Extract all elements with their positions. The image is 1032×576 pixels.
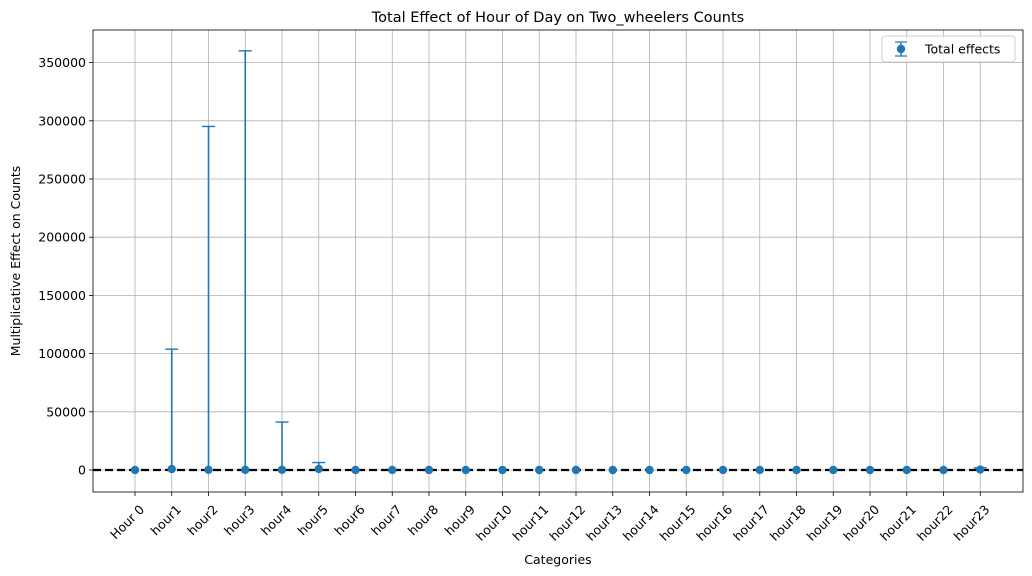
data-point <box>277 465 287 474</box>
x-tick-label: hour14 <box>620 502 662 544</box>
x-tick-label: hour23 <box>950 502 992 544</box>
chart-title: Total Effect of Hour of Day on Two_wheel… <box>371 10 744 26</box>
x-tick-label: hour16 <box>693 502 735 544</box>
data-point <box>388 465 397 475</box>
x-tick-label: hour3 <box>221 502 257 538</box>
y-tick-label: 0 <box>78 463 86 478</box>
data-point <box>571 465 581 475</box>
grid-lines <box>93 30 1023 492</box>
data-point <box>241 465 250 475</box>
data-point <box>130 465 140 475</box>
plot-frame <box>92 29 1024 493</box>
data-point <box>314 464 323 474</box>
data-point <box>682 465 691 475</box>
x-tick-label: hour19 <box>803 502 845 544</box>
x-tick-label: hour6 <box>331 502 368 539</box>
data-point <box>608 465 617 475</box>
x-tick-label: hour5 <box>295 502 331 538</box>
data-point <box>829 465 838 475</box>
x-tick-label: hour10 <box>473 502 515 544</box>
x-tick-label: Hour 0 <box>107 502 147 542</box>
x-tick-label: hour15 <box>656 502 698 544</box>
y-tick-label: 100000 <box>38 346 86 361</box>
x-tick-label: hour1 <box>148 502 184 538</box>
x-tick-label: hour13 <box>583 502 625 544</box>
x-tick-label: hour2 <box>184 502 220 538</box>
y-axis-title: Multiplicative Effect on Counts <box>8 166 23 357</box>
x-axis-title: Categories <box>524 552 591 567</box>
y-tick-label: 200000 <box>38 230 86 245</box>
x-tick-label: hour7 <box>368 502 404 538</box>
data-point <box>792 465 801 475</box>
data-point <box>535 465 544 475</box>
data-point <box>424 465 434 475</box>
x-tick-label: hour18 <box>767 502 809 544</box>
y-tick-label: 250000 <box>38 171 86 186</box>
y-axis-ticks: 0 50000 100000 150000 200000 250000 300000 3500… <box>38 55 93 478</box>
x-tick-label: hour4 <box>258 502 295 539</box>
data-point <box>755 465 764 475</box>
x-tick-label: hour21 <box>877 502 919 544</box>
data-point <box>498 465 507 475</box>
legend-label: Total effects <box>924 42 1000 57</box>
x-tick-label: hour17 <box>730 502 772 544</box>
data-points <box>130 464 985 475</box>
y-tick-label: 50000 <box>46 404 86 419</box>
data-point <box>461 465 470 475</box>
x-axis-ticks: Hour 0 hour1 hour2 hour3 hour4 hour5 hour6 hour… <box>107 492 993 544</box>
legend-point <box>896 44 906 54</box>
data-point <box>865 465 875 475</box>
x-tick-label: hour20 <box>840 502 882 544</box>
x-tick-label: hour22 <box>914 502 956 544</box>
y-tick-label: 350000 <box>38 55 86 70</box>
y-tick-label: 300000 <box>38 113 86 128</box>
data-point <box>939 465 948 475</box>
data-point <box>645 465 654 475</box>
legend-marker <box>895 41 907 57</box>
data-point <box>718 465 728 475</box>
x-tick-label: hour12 <box>546 502 588 544</box>
y-tick-label: 150000 <box>38 288 86 303</box>
data-point <box>976 465 985 474</box>
legend: Total effects <box>881 35 1016 63</box>
data-point <box>204 465 213 475</box>
data-point <box>351 465 360 475</box>
legend-box <box>881 35 1016 63</box>
data-point <box>902 465 911 475</box>
x-tick-label: hour11 <box>509 502 551 544</box>
error-bars <box>165 50 987 470</box>
data-point <box>167 464 176 474</box>
x-tick-label: hour8 <box>405 502 442 539</box>
